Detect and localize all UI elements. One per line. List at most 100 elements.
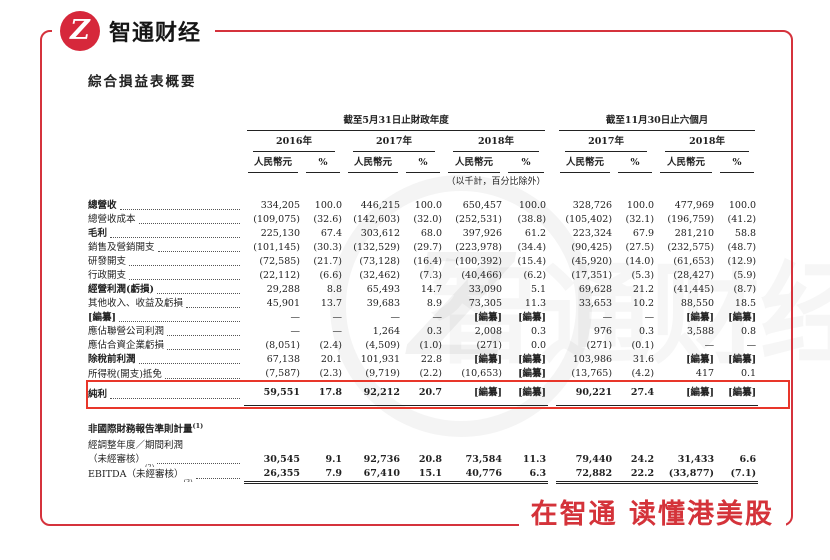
table-row: 應佔聯營公司利潤 — — 1,264 0.3 2,008 0.3 976 0.3 3,588 0.8 bbox=[88, 325, 788, 339]
currency-header: 人民幣元 bbox=[444, 152, 504, 173]
percent-header: % bbox=[504, 152, 548, 173]
row-label: 毛利 bbox=[88, 227, 244, 241]
cell-value: (142,603) bbox=[353, 214, 400, 225]
cell-value: (7.3) bbox=[419, 270, 442, 281]
section-label: 非國際財務報告準則計量(1) bbox=[88, 421, 204, 435]
cell-value: [編纂] bbox=[444, 381, 504, 408]
cell-value: (32.6) bbox=[313, 214, 342, 225]
cell-value: 21.2 bbox=[632, 284, 655, 295]
table-row: 經調整年度／期間利潤 （未經審核） (2) 30,545 9.1 92,736 20.8 73… bbox=[88, 439, 788, 467]
currency-header: 人民幣元 bbox=[244, 152, 302, 173]
dot-leader bbox=[164, 377, 240, 379]
cell-value: 0.8 bbox=[740, 326, 757, 337]
cell-value: 10.2 bbox=[632, 298, 655, 309]
dot-leader bbox=[167, 335, 240, 336]
cell-value: 11.3 bbox=[524, 298, 547, 309]
brand-logo-icon: Z bbox=[60, 10, 100, 51]
cell-value: — bbox=[332, 326, 343, 337]
cell-value: 0.0 bbox=[530, 340, 547, 351]
dot-leader bbox=[195, 478, 240, 479]
cell-value: (5.3) bbox=[631, 270, 655, 281]
cell-value: 27.4 bbox=[614, 381, 657, 408]
row-label: 銷售及營銷開支 bbox=[88, 241, 244, 255]
dot-leader bbox=[138, 363, 240, 364]
row-label: 總營收 bbox=[88, 199, 244, 213]
percent-header: % bbox=[302, 152, 344, 173]
cell-value: 24.2 bbox=[630, 453, 655, 465]
cell-value: 67,410 bbox=[344, 466, 402, 484]
cell-value: 92,212 bbox=[344, 381, 402, 408]
cell-value: (32.0) bbox=[413, 214, 442, 225]
cell-value: 58.8 bbox=[734, 228, 757, 239]
cell-value: 22.8 bbox=[420, 354, 442, 365]
cell-value: (5.9) bbox=[733, 270, 757, 281]
cell-value: (4,509) bbox=[365, 340, 400, 351]
cell-value: 67.4 bbox=[320, 228, 342, 239]
table-row: 研發開支 (72,585) (21.7) (73,128) (16.4) (100,392… bbox=[88, 255, 788, 269]
dot-leader bbox=[157, 251, 240, 252]
cell-value: 101,931 bbox=[360, 354, 400, 365]
cell-value: 33,090 bbox=[468, 284, 502, 295]
dot-leader bbox=[167, 349, 240, 350]
cell-value: (48.7) bbox=[727, 242, 757, 253]
row-label: [編纂] bbox=[88, 311, 244, 325]
cell-value: 20.7 bbox=[402, 381, 444, 408]
cell-value: 26,355 bbox=[244, 466, 302, 484]
year-header: 2017年 bbox=[344, 131, 444, 152]
dot-leader bbox=[186, 307, 240, 308]
cell-value: 8.9 bbox=[426, 298, 442, 309]
cell-value: 397,926 bbox=[462, 228, 502, 239]
year-header: 2016年 bbox=[244, 131, 344, 152]
dot-leader bbox=[157, 293, 240, 294]
cell-value: 100.0 bbox=[728, 200, 757, 211]
row-label: 應佔聯營公司利潤 bbox=[88, 325, 244, 339]
cell-value: (17,351) bbox=[571, 270, 613, 281]
cell-value: (30.3) bbox=[313, 242, 342, 253]
cell-value: 73,305 bbox=[468, 298, 502, 309]
cell-value: 5.1 bbox=[530, 284, 547, 295]
cell-value: 477,969 bbox=[674, 200, 715, 211]
cell-value: (32,462) bbox=[359, 270, 400, 281]
cell-value: (9,719) bbox=[365, 368, 400, 379]
cell-value: 30,545 bbox=[263, 453, 300, 465]
page-title: 綜合損益表概要 bbox=[88, 74, 197, 90]
cell-value: 45,901 bbox=[266, 298, 300, 309]
cell-value: (0.1) bbox=[631, 340, 655, 351]
cell-value: (27.5) bbox=[625, 242, 655, 253]
cell-value: (271) bbox=[476, 340, 502, 351]
cell-value: 0.3 bbox=[530, 326, 547, 337]
cell-value: (4.2) bbox=[631, 368, 655, 379]
page-border-frame bbox=[40, 30, 793, 526]
cell-value: 2,008 bbox=[474, 326, 502, 337]
table-row: 純利 59,551 17.8 92,212 20.7 [編纂] [編纂] 90,221 27.4… bbox=[85, 379, 791, 409]
cell-value: (29.7) bbox=[413, 242, 442, 253]
currency-header: 人民幣元 bbox=[344, 152, 402, 173]
dot-leader bbox=[138, 223, 240, 224]
cell-value: 69,628 bbox=[578, 284, 613, 295]
cell-value: 39,683 bbox=[366, 298, 400, 309]
cell-value: 334,205 bbox=[260, 200, 300, 211]
cell-value: [編纂] bbox=[518, 368, 547, 379]
cell-value: 59,551 bbox=[244, 381, 302, 408]
cell-value: [編纂] bbox=[474, 354, 502, 365]
dot-leader bbox=[110, 237, 240, 238]
percent-header: % bbox=[614, 152, 656, 173]
income-table: 截至5月31日止財政年度 截至11月30日止六個月 2016年 2017年 2018年 2… bbox=[85, 108, 791, 484]
cell-value: (45,920) bbox=[571, 256, 613, 267]
cell-value: — bbox=[644, 312, 655, 323]
cell-value: — bbox=[332, 312, 343, 323]
row-label: 其他收入、收益及虧損 bbox=[88, 297, 244, 311]
cell-value: (41.2) bbox=[727, 214, 757, 225]
cell-value: (34.4) bbox=[517, 242, 547, 253]
cell-value: (14.0) bbox=[625, 256, 655, 267]
cell-value: (196,759) bbox=[667, 214, 715, 225]
cell-value: 225,130 bbox=[260, 228, 300, 239]
income-table-body: 總營收 334,205 100.0 446,215 100.0 650,457 100.0 3… bbox=[85, 199, 791, 484]
brand-logo: Z 智通财经 bbox=[52, 7, 216, 54]
cell-value: 90,221 bbox=[556, 381, 615, 408]
cell-value: 13.7 bbox=[320, 298, 342, 309]
cell-value: 15.1 bbox=[402, 466, 444, 484]
cell-value: (2.2) bbox=[419, 368, 442, 379]
cell-value: 31.6 bbox=[632, 354, 655, 365]
period-header: 截至5月31日止財政年度 bbox=[244, 108, 548, 131]
